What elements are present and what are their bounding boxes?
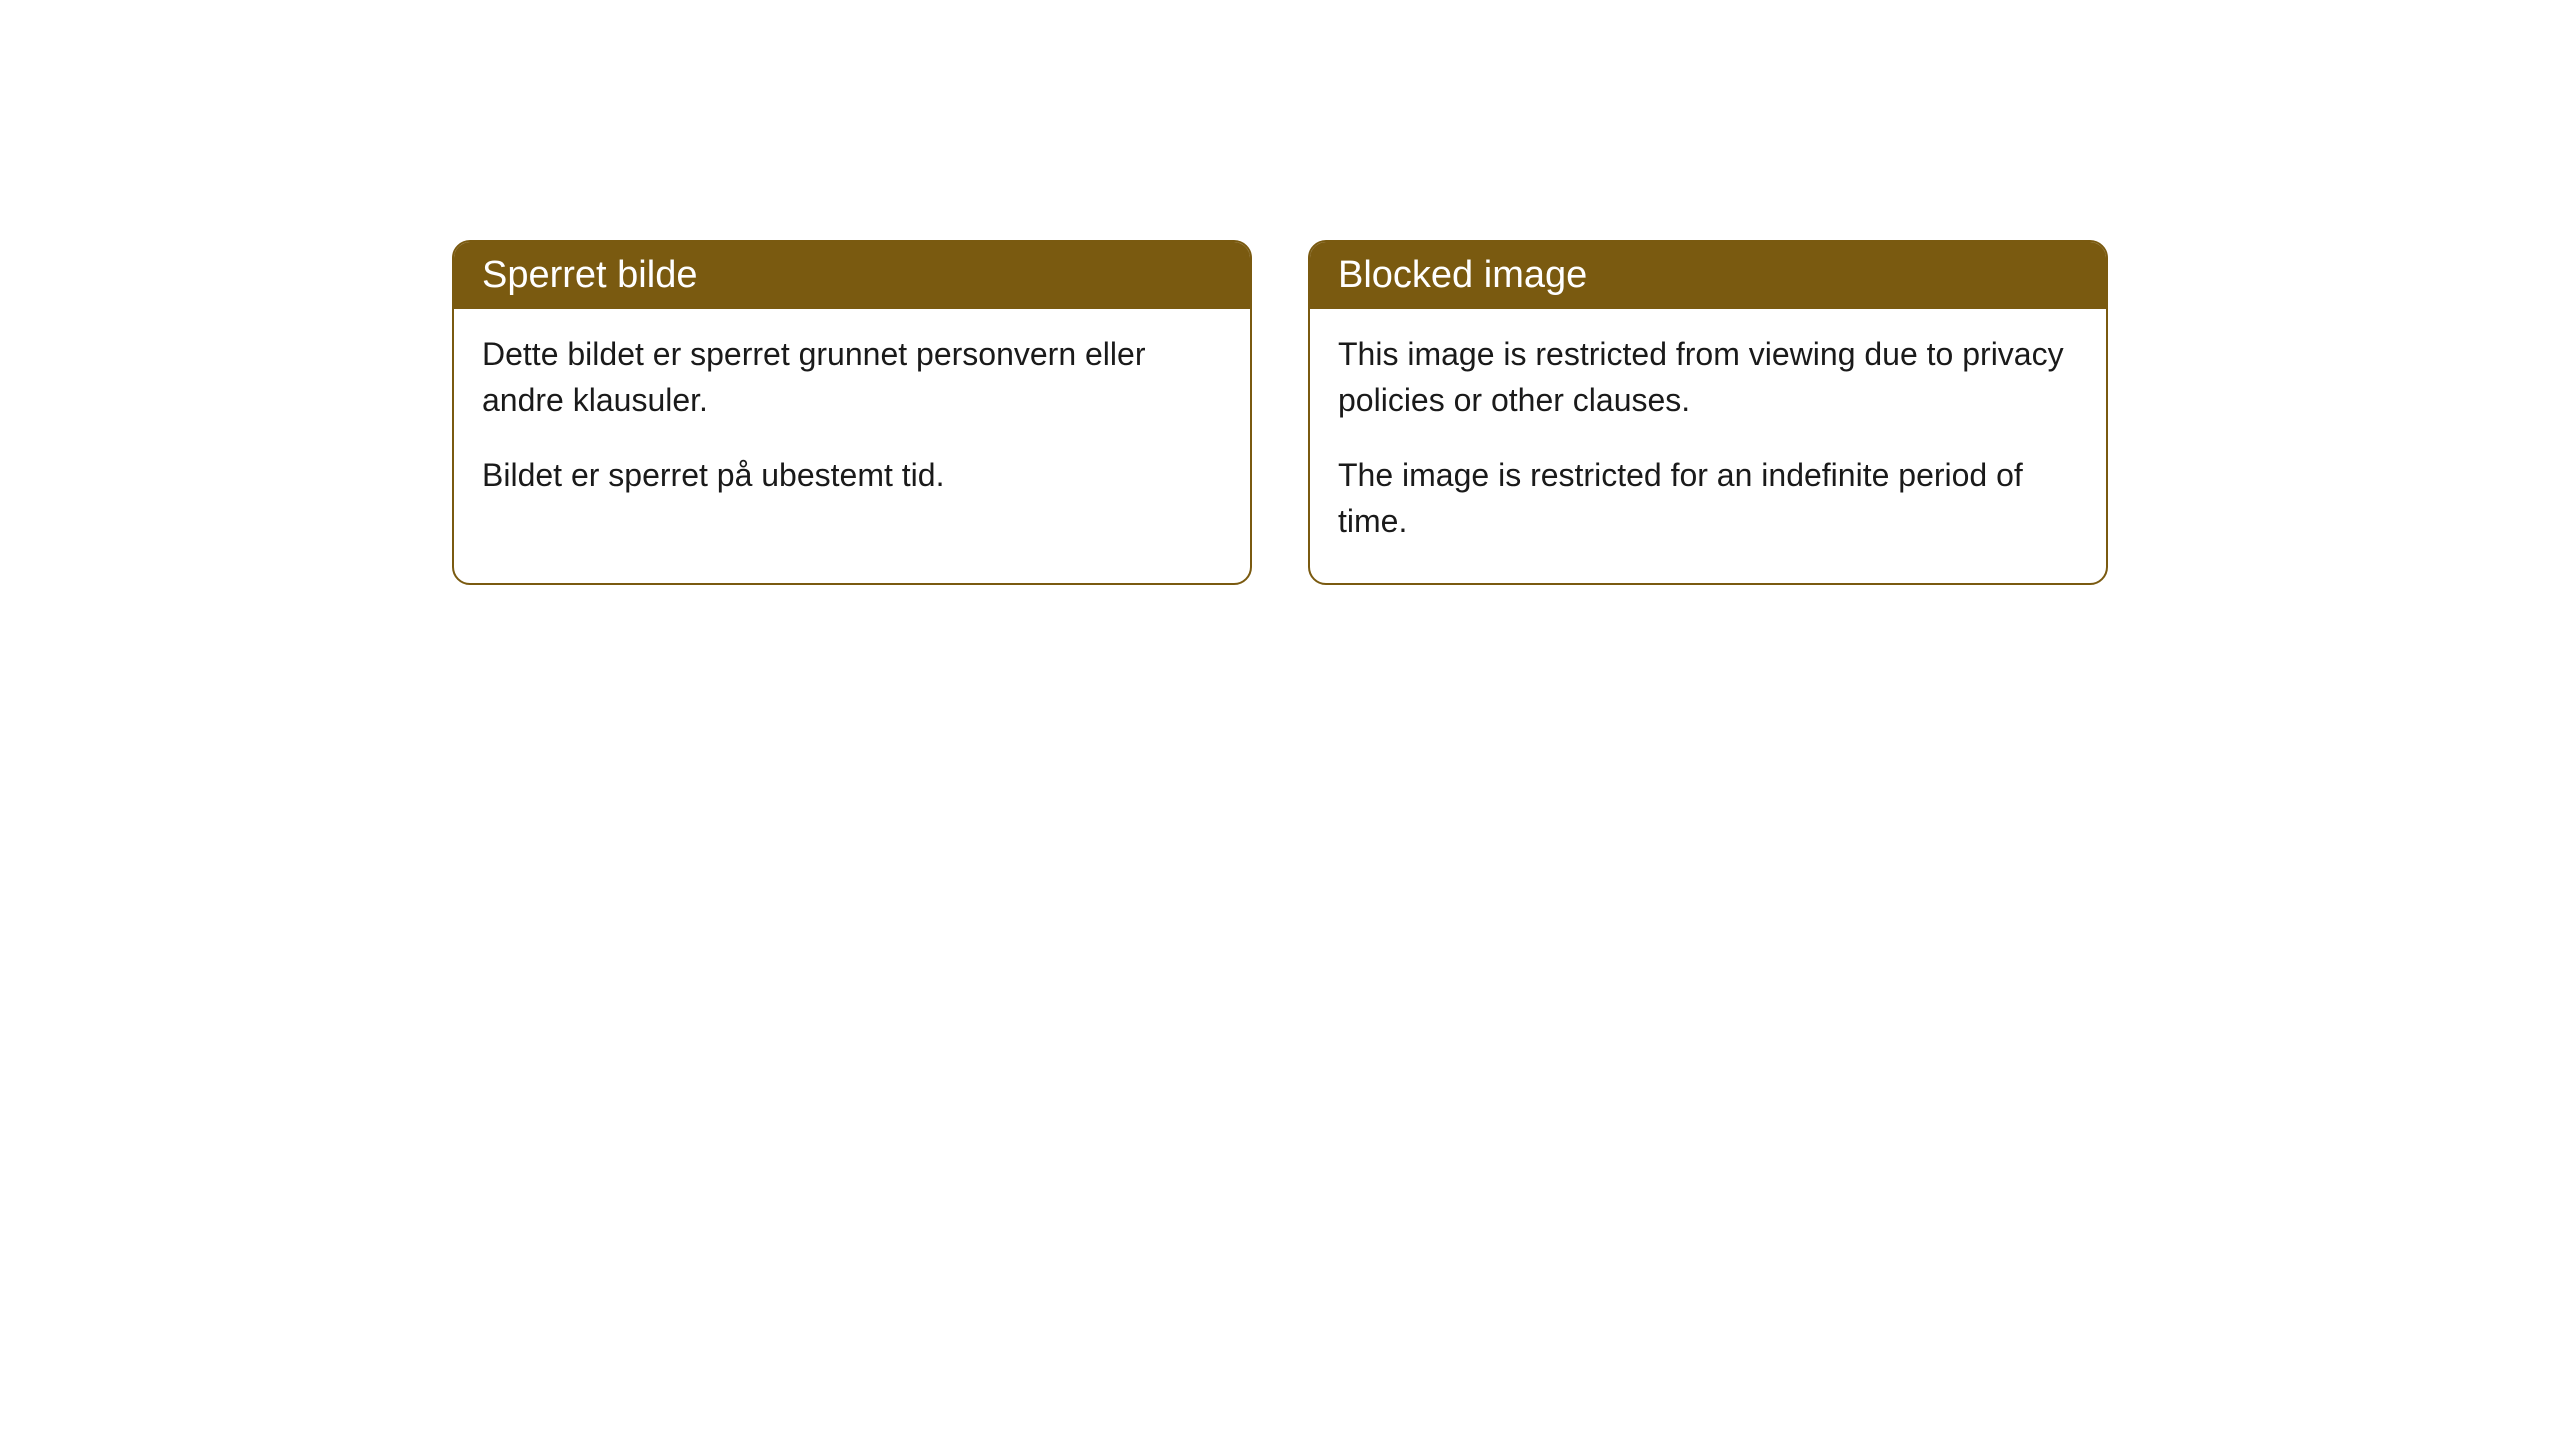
blocked-image-card-english: Blocked image This image is restricted f… — [1308, 240, 2108, 585]
card-paragraph-1: Dette bildet er sperret grunnet personve… — [482, 331, 1222, 424]
card-header: Blocked image — [1310, 242, 2106, 309]
card-body: Dette bildet er sperret grunnet personve… — [454, 309, 1250, 536]
card-header: Sperret bilde — [454, 242, 1250, 309]
card-paragraph-1: This image is restricted from viewing du… — [1338, 331, 2078, 424]
card-title: Blocked image — [1338, 254, 1587, 296]
blocked-image-card-norwegian: Sperret bilde Dette bildet er sperret gr… — [452, 240, 1252, 585]
cards-container: Sperret bilde Dette bildet er sperret gr… — [452, 240, 2108, 585]
card-paragraph-2: Bildet er sperret på ubestemt tid. — [482, 452, 1222, 498]
card-body: This image is restricted from viewing du… — [1310, 309, 2106, 583]
card-title: Sperret bilde — [482, 254, 697, 296]
card-paragraph-2: The image is restricted for an indefinit… — [1338, 452, 2078, 545]
